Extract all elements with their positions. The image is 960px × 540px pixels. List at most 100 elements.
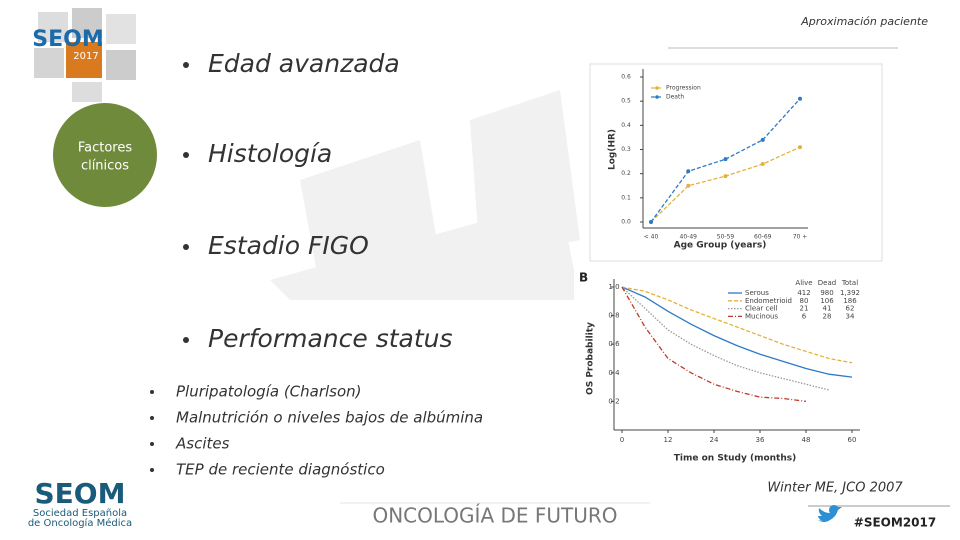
panel-label: B	[579, 271, 588, 285]
sub-bullet-text: Malnutrición o niveles bajos de albúmina	[176, 409, 483, 427]
series-line	[621, 286, 807, 403]
legend-cell: 80	[800, 297, 809, 305]
x-tick-label: 0	[620, 436, 624, 444]
sub-bullet-text: Pluripatología (Charlson)	[176, 383, 362, 401]
x-tick-label: 50-59	[717, 234, 735, 241]
y-tick-label: 0.2	[608, 397, 619, 405]
legend-cell: 186	[843, 297, 857, 305]
legend-cell: 1,392	[840, 289, 860, 297]
y-tick-label: 0.2	[621, 170, 631, 177]
badge-text: clínicos	[81, 159, 129, 174]
y-axis-label: Log(HR)	[608, 129, 618, 170]
x-tick-label: 40-49	[680, 234, 698, 241]
bullet-dot	[183, 337, 189, 343]
bullet-text: Edad avanzada	[208, 49, 400, 78]
y-tick-label: 0.1	[621, 194, 631, 201]
point	[686, 183, 691, 188]
x-axis-label: Age Group (years)	[674, 241, 767, 251]
legend-cell: 41	[823, 305, 832, 313]
bullet-dot	[183, 244, 189, 250]
bullet-dot	[183, 62, 189, 68]
tagline: ONCOLOGÍA DE FUTURO	[372, 504, 617, 528]
badge-text: Factores	[78, 141, 133, 156]
legend-label: Endometrioid	[745, 297, 792, 305]
bird-icon	[818, 505, 842, 522]
point	[760, 162, 765, 166]
hashtag: #SEOM2017	[854, 516, 936, 530]
sub-bullet-text: Ascites	[175, 435, 230, 453]
section-title: Aproximación paciente	[800, 15, 928, 28]
legend-label: Progression	[666, 85, 701, 92]
legend-marker	[655, 95, 659, 99]
bullet-list: Edad avanzada Histología Estadio FIGO Perfo…	[183, 49, 453, 353]
society-name: de Oncología Médica	[28, 517, 132, 529]
y-tick-label: 0.6	[621, 74, 631, 81]
bullet-dot	[150, 468, 154, 472]
citation: Winter ME, JCO 2007	[767, 481, 903, 496]
bullet-dot	[150, 416, 154, 420]
logo-badge: SEOM 2017	[32, 8, 136, 102]
bullet-text: Performance status	[208, 324, 453, 353]
y-tick-label: 0.6	[608, 340, 620, 348]
chart-frame	[574, 268, 864, 468]
point	[723, 174, 728, 179]
legend-marker	[655, 86, 659, 90]
legend-cell: 6	[802, 312, 807, 320]
x-tick-label: 36	[756, 436, 765, 444]
footer-logo: SEOM	[35, 477, 126, 510]
bullet-dot	[183, 152, 189, 158]
legend-cell: 980	[820, 289, 833, 297]
series-line	[621, 286, 853, 378]
legend-cell: 62	[846, 305, 855, 313]
bullet-dot	[150, 390, 154, 394]
charts: 0.0 0.1 0.2 0.3 0.4 0.5 0.6 < 40 40-49 50-59 60-69…	[579, 69, 860, 464]
logo-name: SEOM	[32, 27, 103, 52]
logo-year: 2017	[73, 51, 98, 62]
point	[798, 145, 802, 150]
legend-cell: 106	[820, 297, 834, 305]
y-tick-label: 0.3	[621, 146, 631, 153]
x-tick-label: 60-69	[754, 234, 772, 241]
legend-header: Dead	[818, 279, 836, 287]
legend-label: Mucinous	[745, 312, 778, 320]
sub-bullet-text: TEP de reciente diagnóstico	[176, 461, 385, 479]
legend-label: Death	[666, 94, 684, 101]
legend-cell: 28	[823, 312, 832, 320]
y-tick-label: 0.4	[621, 122, 631, 129]
legend-header: Alive	[795, 279, 812, 287]
legend-cell: 21	[800, 305, 809, 313]
badge-circle	[53, 103, 157, 207]
sub-bullet-list: Pluripatología (Charlson) Malnutrición o …	[150, 383, 483, 479]
x-tick-label: 24	[710, 436, 719, 444]
x-tick-label: 12	[664, 436, 673, 444]
society-name: Sociedad Española	[33, 508, 127, 519]
x-tick-label: 70 +	[793, 234, 808, 241]
legend-label: Clear cell	[745, 305, 778, 313]
series-line	[621, 286, 853, 364]
x-tick-label: 48	[802, 436, 811, 444]
y-tick-label: 0.0	[621, 219, 631, 226]
point	[760, 137, 765, 142]
x-axis-label: Time on Study (months)	[674, 454, 796, 464]
bullet-dot	[150, 442, 154, 446]
y-tick-label: 0.5	[621, 98, 631, 105]
x-tick-label: 60	[848, 436, 857, 444]
chart-frame	[589, 63, 883, 262]
bullet-text: Histología	[208, 139, 332, 168]
point	[723, 157, 728, 162]
legend-cell: 412	[797, 289, 810, 297]
watermark	[270, 90, 580, 300]
legend-label: Serous	[745, 289, 769, 297]
point	[686, 169, 691, 174]
point	[649, 220, 653, 224]
y-tick-label: 1.0	[608, 283, 619, 291]
legend-header: Total	[841, 279, 858, 287]
legend-cell: 34	[846, 312, 855, 320]
x-tick-label: < 40	[644, 234, 659, 241]
y-tick-label: 0.4	[608, 369, 620, 377]
y-axis-label: OS Probability	[586, 322, 596, 395]
point	[798, 96, 802, 101]
bullet-text: Estadio FIGO	[208, 231, 369, 260]
y-tick-label: 0.8	[608, 312, 619, 320]
